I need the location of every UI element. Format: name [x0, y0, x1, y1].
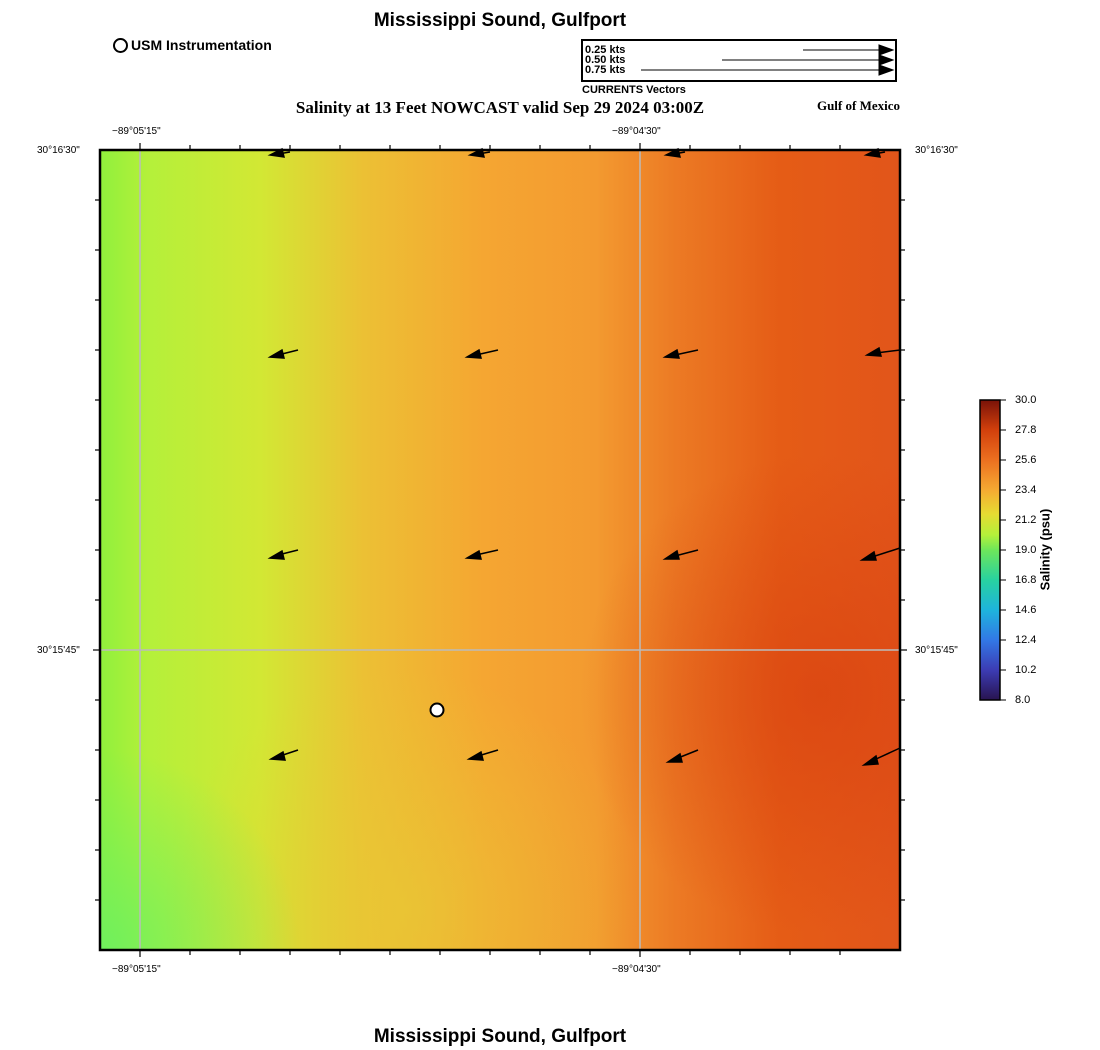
current-vector	[464, 549, 499, 560]
scale-arrow-head-2	[878, 54, 895, 66]
colorbar	[979, 399, 1006, 701]
current-vector	[267, 549, 299, 560]
current-vector	[663, 147, 686, 158]
current-vector	[467, 147, 491, 158]
salinity-low-zone	[100, 150, 900, 950]
graticule	[100, 150, 900, 950]
colorbar-tick-label: 8.0	[1015, 694, 1031, 706]
usm-station-marker[interactable]	[429, 702, 445, 718]
colorbar-tick-label: 10.2	[1015, 664, 1037, 676]
current-vector	[267, 147, 291, 158]
current-vector	[268, 749, 299, 761]
scale-arrow-head-1	[878, 44, 895, 56]
colorbar-tick-label: 30.0	[1015, 394, 1037, 406]
colorbar-scale	[979, 399, 1001, 701]
colorbar-tick-label: 16.8	[1015, 574, 1037, 586]
region-label: Gulf of Mexico	[816, 98, 900, 113]
lat-tick-left-2: 30°15'45"	[37, 645, 80, 656]
station-legend-label: USM Instrumentation	[131, 37, 272, 53]
current-vector	[861, 747, 901, 766]
vector-scale-label-2: 0.50 kts	[585, 54, 626, 66]
colorbar-tick-label: 25.6	[1015, 454, 1037, 466]
colorbar-title: Salinity (psu)	[1037, 508, 1053, 591]
lon-tick-top-1: −89°05'15"	[112, 126, 161, 137]
colorbar-tick-label: 12.4	[1015, 634, 1037, 646]
lat-tick-right-2: 30°15'45"	[915, 645, 958, 656]
lat-tick-right-1: 30°16'30"	[915, 145, 958, 156]
frame-ticks	[93, 143, 907, 957]
current-vector	[665, 749, 699, 763]
current-vector	[464, 348, 499, 359]
current-vectors	[267, 147, 901, 766]
lon-tick-top-2: −89°04'30"	[612, 126, 661, 137]
colorbar-tick-label: 19.0	[1015, 544, 1037, 556]
map-title: Mississippi Sound, Gulfport	[373, 10, 627, 31]
station-marker-icon	[113, 37, 128, 53]
current-vector	[267, 348, 299, 359]
vector-scale-arrows	[641, 44, 895, 76]
lon-tick-bottom-2: −89°04'30"	[612, 964, 661, 975]
vector-caption: CURRENTS Vectors	[582, 84, 686, 96]
current-vector	[863, 147, 886, 158]
current-vector	[864, 346, 901, 357]
current-vector	[466, 749, 499, 761]
colorbar-tick-label: 14.6	[1015, 604, 1037, 616]
scale-arrow-head-3	[878, 64, 895, 76]
lon-tick-bottom-1: −89°05'15"	[112, 964, 161, 975]
colorbar-tick-label: 21.2	[1015, 514, 1037, 526]
map-subtitle: Salinity at 13 Feet NOWCAST valid Sep 29…	[295, 98, 705, 117]
lat-tick-left-1: 30°16'30"	[37, 145, 80, 156]
colorbar-ticks	[1000, 399, 1006, 701]
vector-scale-label-1: 0.25 kts	[585, 44, 626, 56]
station-legend: USM Instrumentation	[113, 37, 272, 53]
current-vector	[859, 547, 901, 561]
colorbar-tick-label: 23.4	[1015, 484, 1037, 496]
current-vector	[662, 348, 699, 359]
footer-title: Mississippi Sound, Gulfport	[373, 1026, 627, 1047]
colorbar-tick-label: 27.8	[1015, 424, 1037, 436]
vector-scale-label-3: 0.75 kts	[585, 64, 626, 76]
current-vector	[662, 549, 699, 560]
